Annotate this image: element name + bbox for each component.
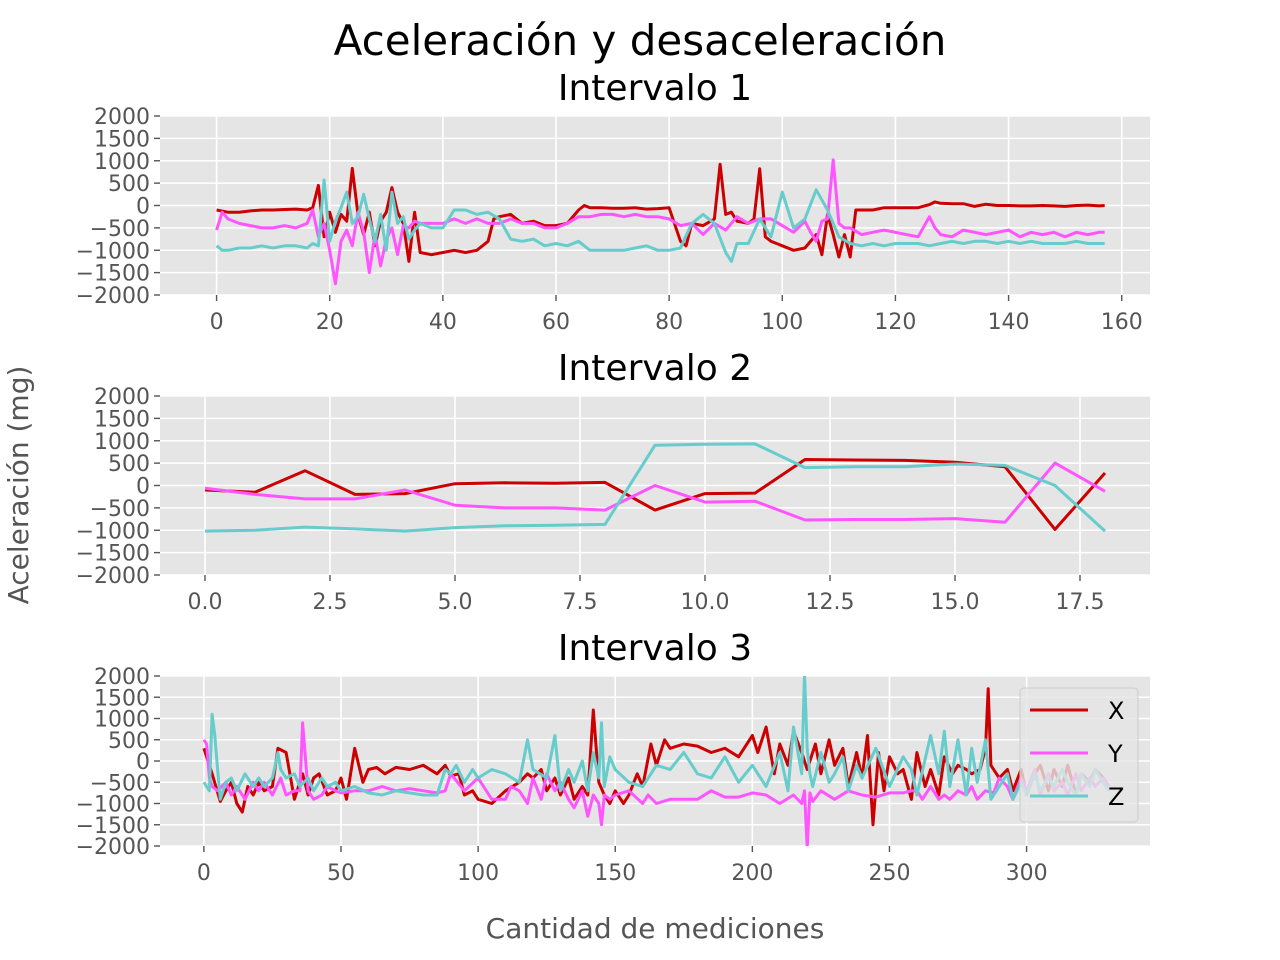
series-line-y-intervalo-3 — [202, 721, 1111, 846]
x-tick-label: 5.0 — [438, 590, 473, 615]
y-tick-label: −500 — [90, 771, 150, 796]
x-tick-label: 160 — [1101, 310, 1143, 335]
y-tick-label: −500 — [90, 217, 150, 242]
y-tick-label: 500 — [108, 452, 150, 477]
x-tick-label: 0.0 — [188, 590, 223, 615]
y-tick-label: −1000 — [76, 519, 150, 544]
series-line-x-intervalo-2 — [204, 458, 1107, 531]
y-tick-label: −1500 — [76, 814, 150, 839]
y-tick-label: 0 — [136, 750, 150, 775]
x-tick-label: 80 — [655, 310, 683, 335]
y-tick-label: 1000 — [94, 708, 150, 733]
legend-label-y: Y — [1107, 740, 1123, 768]
y-tick-label: 500 — [108, 172, 150, 197]
x-tick-label: 15.0 — [931, 590, 980, 615]
legend: XYZ — [1019, 687, 1139, 823]
legend-box — [1019, 687, 1139, 823]
series-line-y-intervalo-1 — [215, 158, 1105, 286]
subplot-title: Intervalo 3 — [558, 628, 752, 669]
y-tick-label: 2000 — [94, 385, 150, 410]
series-line-z-intervalo-2 — [204, 442, 1107, 533]
y-tick-label: 0 — [136, 475, 150, 500]
x-tick-label: 200 — [731, 861, 773, 886]
y-axis-label: Aceleración (mg) — [2, 366, 35, 605]
y-tick-label: 500 — [108, 729, 150, 754]
y-tick-label: −500 — [90, 497, 150, 522]
x-tick-label: 100 — [761, 310, 803, 335]
y-tick-label: −1000 — [76, 239, 150, 264]
subplot-title: Intervalo 2 — [558, 348, 752, 389]
x-tick-label: 100 — [457, 861, 499, 886]
series-line-y-intervalo-2 — [204, 461, 1106, 524]
y-tick-label: 0 — [136, 195, 150, 220]
series-line-z-intervalo-3 — [202, 676, 1111, 801]
x-tick-label: 50 — [327, 861, 355, 886]
y-tick-label: 1500 — [94, 407, 150, 432]
y-tick-label: 1500 — [94, 686, 150, 711]
x-tick-label: 10.0 — [681, 590, 730, 615]
y-tick-label: −2000 — [76, 564, 150, 589]
y-tick-label: 1000 — [94, 430, 150, 455]
y-tick-label: −1500 — [76, 262, 150, 287]
x-tick-label: 12.5 — [806, 590, 855, 615]
x-tick-label: 150 — [594, 861, 636, 886]
subplots: Intervalo 12000150010005000−500−1000−150… — [76, 68, 1150, 886]
x-tick-label: 300 — [1006, 861, 1048, 886]
subplot-title: Intervalo 1 — [558, 68, 752, 109]
figure-title: Aceleración y desaceleración — [334, 16, 947, 65]
x-tick-label: 17.5 — [1056, 590, 1105, 615]
x-tick-label: 0 — [197, 861, 211, 886]
x-tick-label: 2.5 — [313, 590, 348, 615]
x-tick-label: 7.5 — [563, 590, 598, 615]
y-tick-label: −2000 — [76, 835, 150, 860]
x-tick-label: 0 — [210, 310, 224, 335]
subplot-1: Intervalo 12000150010005000−500−1000−150… — [76, 68, 1150, 335]
y-tick-label: −1000 — [76, 793, 150, 818]
legend-label-z: Z — [1108, 783, 1124, 811]
x-tick-label: 120 — [874, 310, 916, 335]
y-tick-label: 2000 — [94, 105, 150, 130]
x-tick-label: 60 — [542, 310, 570, 335]
y-tick-label: −1500 — [76, 542, 150, 567]
legend-label-x: X — [1108, 697, 1124, 725]
y-tick-label: 1500 — [94, 127, 150, 152]
x-tick-label: 20 — [316, 310, 344, 335]
x-tick-label: 140 — [988, 310, 1030, 335]
series-line-z-intervalo-1 — [215, 178, 1105, 263]
subplot-3: Intervalo 32000150010005000−500−1000−150… — [76, 628, 1150, 886]
x-tick-label: 250 — [868, 861, 910, 886]
y-tick-label: 1000 — [94, 150, 150, 175]
y-tick-label: 2000 — [94, 665, 150, 690]
subplot-2: Intervalo 2 2000150010005000−500−1000−150… — [76, 348, 1150, 615]
x-tick-label: 40 — [429, 310, 457, 335]
x-axis-label: Cantidad de mediciones — [486, 912, 825, 945]
y-tick-label: −2000 — [76, 284, 150, 309]
